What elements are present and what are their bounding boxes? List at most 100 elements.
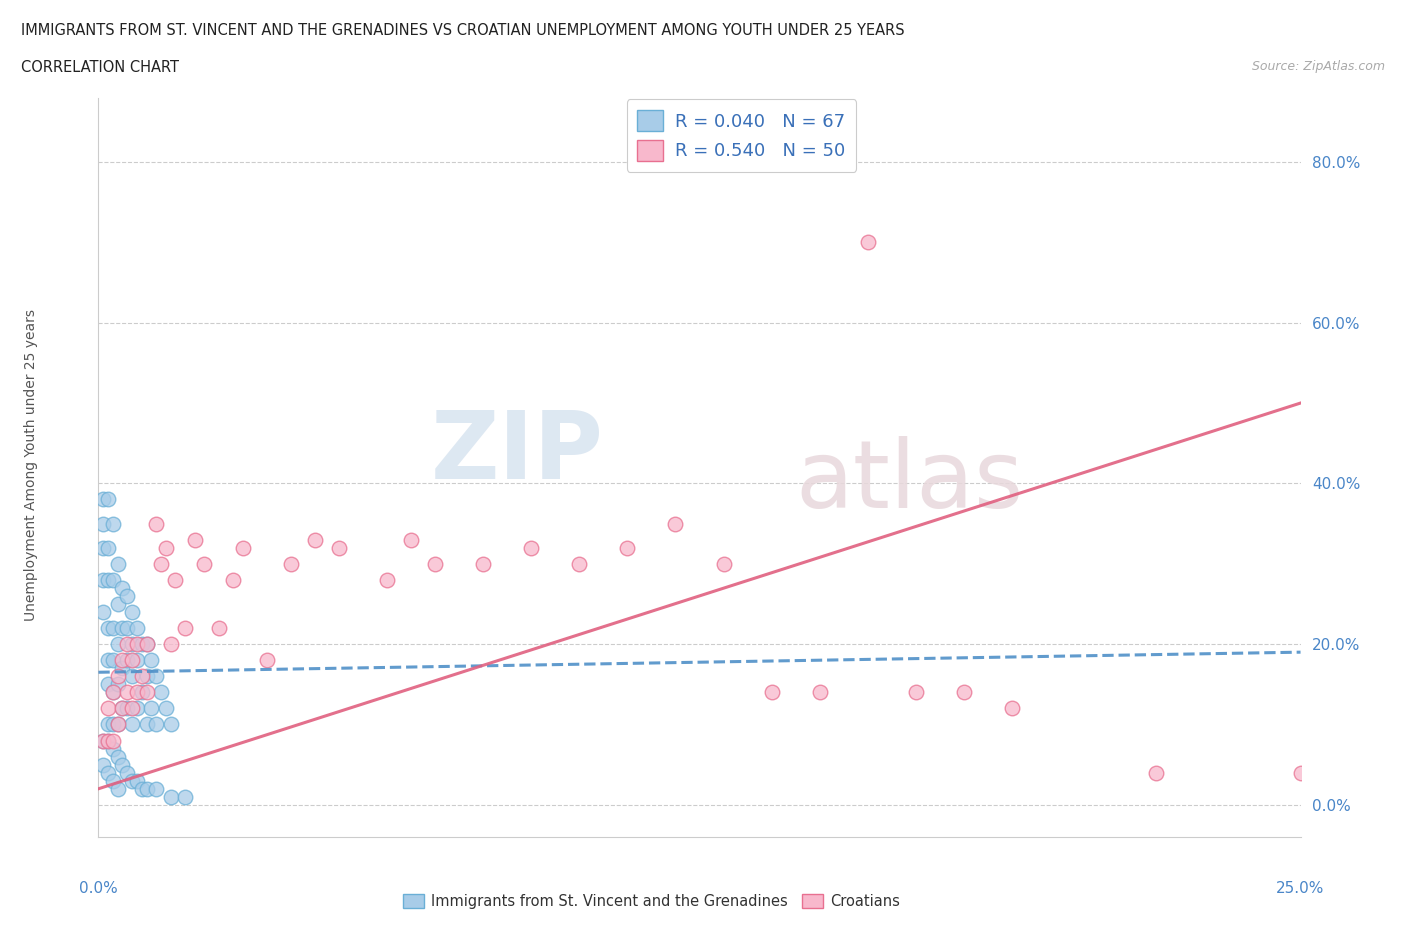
Point (97, 733, 120, 748)
Point (121, 653, 143, 668)
Text: 25.0%: 25.0% (1277, 882, 1324, 897)
Point (131, 684, 153, 699)
Point (145, 669, 167, 684)
Point (304, 532, 326, 547)
Point (159, 637, 181, 652)
Point (713, 556, 735, 571)
Point (808, 684, 831, 699)
Point (117, 684, 139, 699)
Point (101, 774, 124, 789)
Point (101, 620, 124, 635)
Point (159, 790, 181, 804)
Point (1001, 701, 1024, 716)
Point (155, 540, 177, 555)
Point (107, 596, 129, 611)
Point (91, 516, 114, 531)
Point (131, 669, 153, 684)
Point (121, 604, 143, 619)
Point (111, 620, 134, 635)
Point (135, 717, 157, 732)
Point (953, 684, 976, 699)
Point (208, 620, 231, 635)
Point (101, 653, 124, 668)
Point (117, 765, 139, 780)
Point (472, 556, 495, 571)
Point (117, 653, 139, 668)
Point (125, 637, 148, 652)
Point (135, 637, 157, 652)
Point (125, 653, 148, 668)
Point (97, 733, 120, 748)
Point (568, 556, 591, 571)
Point (117, 701, 139, 716)
Point (101, 684, 124, 699)
Point (1144, 765, 1167, 780)
Point (107, 717, 129, 732)
Point (131, 637, 153, 652)
Point (107, 637, 129, 652)
Point (155, 701, 177, 716)
Point (131, 781, 153, 796)
Point (107, 669, 129, 684)
Point (135, 669, 157, 684)
Point (193, 556, 215, 571)
Point (117, 637, 139, 652)
Point (1289, 765, 1312, 780)
Point (107, 556, 129, 571)
Point (97, 765, 120, 780)
Point (97, 492, 120, 507)
Point (904, 684, 927, 699)
Point (165, 572, 187, 587)
Point (101, 684, 124, 699)
Point (232, 540, 254, 555)
Point (97, 701, 120, 716)
Point (101, 733, 124, 748)
Point (97, 540, 120, 555)
Point (107, 717, 129, 732)
Text: Source: ZipAtlas.com: Source: ZipAtlas.com (1251, 60, 1385, 73)
Point (91, 733, 114, 748)
Point (399, 532, 422, 547)
Text: IMMIGRANTS FROM ST. VINCENT AND THE GRENADINES VS CROATIAN UNEMPLOYMENT AMONG YO: IMMIGRANTS FROM ST. VINCENT AND THE GREN… (21, 23, 904, 38)
Point (121, 717, 143, 732)
Point (149, 684, 172, 699)
Point (375, 572, 398, 587)
Point (111, 580, 134, 595)
Point (145, 717, 167, 732)
Point (101, 516, 124, 531)
Text: ZIP: ZIP (430, 406, 603, 498)
Point (111, 757, 134, 772)
Point (111, 701, 134, 716)
Point (97, 653, 120, 668)
Point (101, 717, 124, 732)
Point (135, 684, 157, 699)
Point (856, 235, 879, 250)
Point (117, 620, 139, 635)
Point (761, 684, 783, 699)
Point (97, 572, 120, 587)
Point (97, 717, 120, 732)
Point (101, 741, 124, 756)
Point (616, 540, 638, 555)
Point (256, 653, 278, 668)
Point (91, 540, 114, 555)
Legend: Immigrants from St. Vincent and the Grenadines, Croatians: Immigrants from St. Vincent and the Gren… (398, 887, 905, 915)
Point (91, 492, 114, 507)
Point (121, 774, 143, 789)
Point (664, 516, 686, 531)
Point (121, 701, 143, 716)
Point (183, 532, 205, 547)
Point (125, 620, 148, 635)
Point (145, 781, 167, 796)
Point (125, 774, 148, 789)
Point (107, 781, 129, 796)
Point (280, 556, 302, 571)
Text: CORRELATION CHART: CORRELATION CHART (21, 60, 179, 75)
Point (91, 572, 114, 587)
Point (520, 540, 543, 555)
Point (423, 556, 446, 571)
Point (121, 637, 143, 652)
Point (107, 677, 129, 692)
Point (125, 701, 148, 716)
Point (101, 572, 124, 587)
